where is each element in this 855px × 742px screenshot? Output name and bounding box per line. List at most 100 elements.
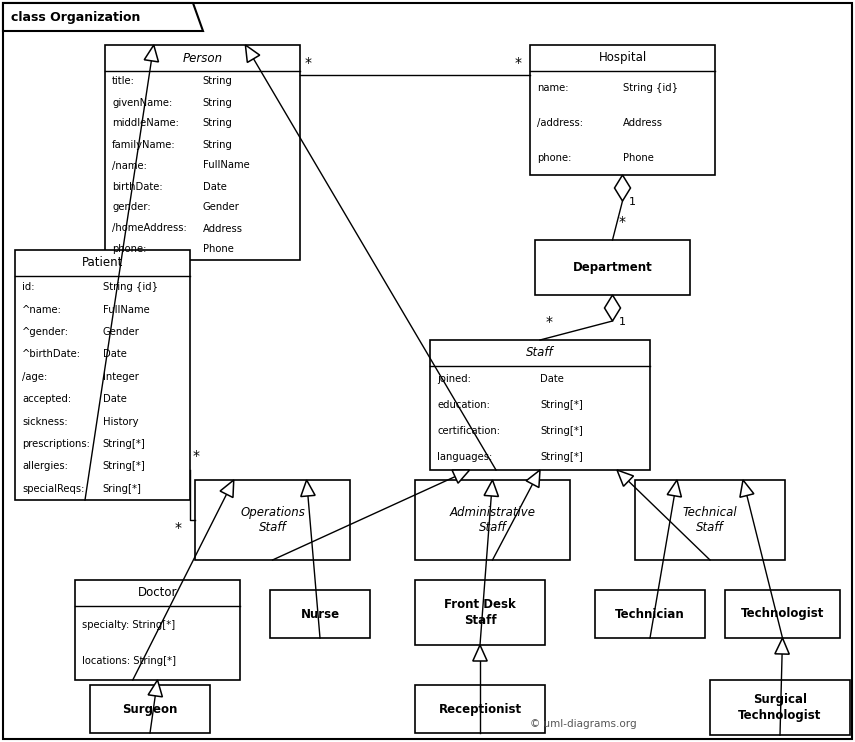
Polygon shape [301, 480, 315, 496]
Text: *: * [175, 521, 182, 535]
Text: String {id}: String {id} [622, 83, 678, 93]
Polygon shape [148, 680, 162, 697]
Text: String: String [203, 139, 233, 149]
Text: specialReqs:: specialReqs: [22, 484, 85, 493]
Text: Date: Date [540, 374, 564, 384]
Text: Integer: Integer [103, 372, 139, 382]
Text: Nurse: Nurse [300, 608, 339, 620]
Text: Gender: Gender [103, 327, 139, 337]
Text: Gender: Gender [203, 203, 239, 212]
Text: String {id}: String {id} [103, 282, 157, 292]
Text: Person: Person [182, 51, 222, 65]
Text: ^name:: ^name: [22, 305, 62, 315]
Bar [105, 45, 300, 260]
Text: *: * [618, 215, 626, 229]
Text: Technician: Technician [615, 608, 685, 620]
Bar [595, 590, 705, 638]
Text: History: History [103, 416, 138, 427]
Text: Address: Address [622, 118, 663, 128]
Bar [635, 480, 785, 560]
Text: prescriptions:: prescriptions: [22, 439, 90, 449]
Bar [415, 580, 545, 645]
Bar [415, 685, 545, 733]
Text: String: String [203, 97, 233, 108]
Text: *: * [546, 315, 553, 329]
Text: phone:: phone: [112, 245, 146, 255]
Bar [710, 680, 850, 735]
Text: Patient: Patient [82, 257, 123, 269]
Bar [15, 250, 190, 500]
Text: Receptionist: Receptionist [439, 703, 522, 715]
Text: Surgeon: Surgeon [122, 703, 178, 715]
Text: FullName: FullName [203, 160, 250, 171]
Text: class Organization: class Organization [11, 10, 140, 24]
Text: locations: String[*]: locations: String[*] [82, 657, 176, 666]
Text: 1: 1 [618, 317, 626, 327]
Text: Sring[*]: Sring[*] [103, 484, 141, 493]
Text: accepted:: accepted: [22, 394, 71, 404]
Polygon shape [484, 480, 498, 496]
Text: allergies:: allergies: [22, 462, 68, 471]
Text: certification:: certification: [437, 426, 500, 436]
Text: name:: name: [537, 83, 569, 93]
Text: ^birthDate:: ^birthDate: [22, 349, 81, 359]
Text: *: * [305, 56, 312, 70]
Polygon shape [452, 470, 469, 483]
Text: Date: Date [103, 394, 127, 404]
Text: sickness:: sickness: [22, 416, 68, 427]
Text: /homeAddress:: /homeAddress: [112, 223, 186, 234]
Text: /age:: /age: [22, 372, 47, 382]
Text: /name:: /name: [112, 160, 147, 171]
Text: /address:: /address: [537, 118, 583, 128]
Text: title:: title: [112, 76, 135, 87]
Polygon shape [245, 45, 260, 62]
Polygon shape [3, 3, 203, 31]
Polygon shape [667, 480, 681, 497]
Polygon shape [220, 480, 233, 498]
Text: *: * [193, 449, 200, 463]
Text: Technical
Staff: Technical Staff [682, 506, 737, 534]
Text: education:: education: [437, 400, 490, 410]
Text: *: * [515, 56, 522, 70]
Text: 1: 1 [628, 197, 635, 207]
Polygon shape [604, 295, 621, 321]
Text: middleName:: middleName: [112, 119, 179, 128]
Bar [530, 45, 715, 175]
Text: ^gender:: ^gender: [22, 327, 69, 337]
Bar [725, 590, 840, 638]
Text: birthDate:: birthDate: [112, 182, 162, 191]
Text: Front Desk
Staff: Front Desk Staff [444, 599, 516, 626]
Text: String[*]: String[*] [540, 452, 583, 462]
Polygon shape [615, 175, 630, 201]
Polygon shape [526, 470, 540, 487]
Bar [430, 340, 650, 470]
Text: String[*]: String[*] [540, 426, 583, 436]
Text: id:: id: [22, 282, 34, 292]
Text: joined:: joined: [437, 374, 471, 384]
Bar [195, 480, 350, 560]
Bar [75, 580, 240, 680]
Text: String[*]: String[*] [103, 439, 145, 449]
Bar [270, 590, 370, 638]
Bar [535, 240, 690, 295]
Text: Technologist: Technologist [740, 608, 824, 620]
Polygon shape [740, 480, 754, 497]
Text: familyName:: familyName: [112, 139, 175, 149]
Text: Operations
Staff: Operations Staff [240, 506, 305, 534]
Bar [90, 685, 210, 733]
Text: givenName:: givenName: [112, 97, 172, 108]
Text: specialty: String[*]: specialty: String[*] [82, 620, 175, 629]
Text: Department: Department [573, 261, 652, 274]
Text: Hospital: Hospital [598, 51, 646, 65]
Text: Administrative
Staff: Administrative Staff [450, 506, 535, 534]
Text: Staff: Staff [526, 347, 554, 360]
Text: Phone: Phone [622, 153, 653, 162]
Text: Address: Address [203, 223, 243, 234]
Bar [415, 480, 570, 560]
Text: languages:: languages: [437, 452, 492, 462]
Polygon shape [144, 45, 158, 62]
Text: Date: Date [203, 182, 227, 191]
Text: © uml-diagrams.org: © uml-diagrams.org [530, 719, 637, 729]
Text: Date: Date [103, 349, 127, 359]
Text: String: String [203, 76, 233, 87]
